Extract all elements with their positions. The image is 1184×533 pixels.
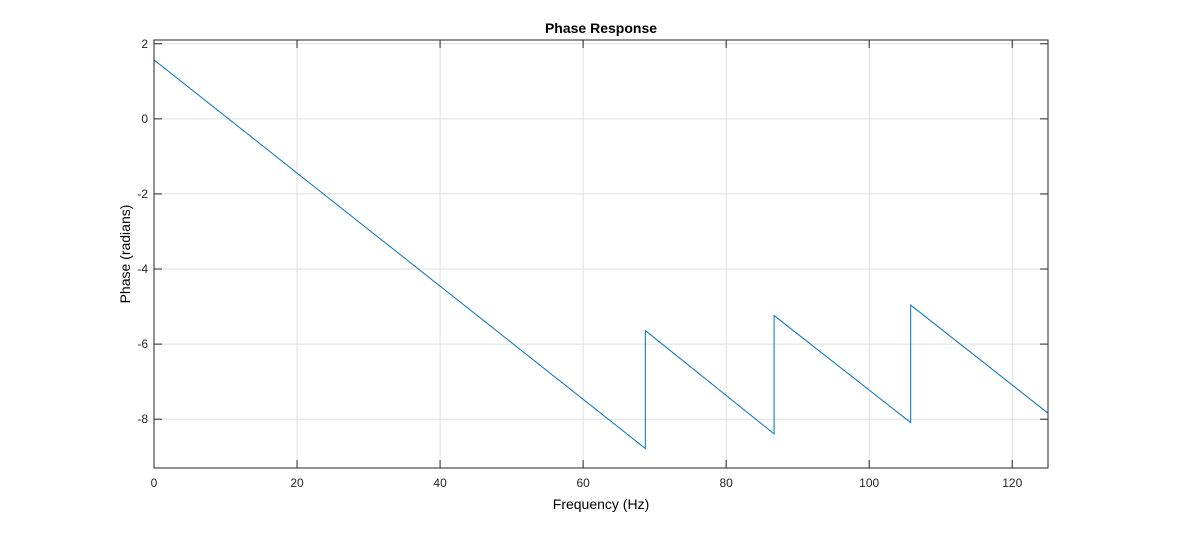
y-tick-labels: 2 0 -2 -4 -6 -8 (137, 37, 148, 426)
x-tick-labels: 0 20 40 60 80 100 120 (151, 476, 1023, 490)
chart-title: Phase Response (545, 20, 657, 36)
grid-lines (153, 40, 1048, 468)
x-axis-label: Frequency (Hz) (553, 496, 649, 512)
x-tick-label: 60 (576, 476, 590, 490)
axes-box (153, 39, 1049, 469)
x-tick-label: 20 (290, 476, 304, 490)
y-tick-label: -4 (137, 262, 148, 276)
y-tick-label: -2 (137, 187, 148, 201)
x-tick-label: 120 (1002, 476, 1022, 490)
x-tick-label: 0 (151, 476, 158, 490)
series-line (153, 59, 1049, 450)
x-tick-label: 80 (719, 476, 733, 490)
y-tick-label: 0 (141, 112, 148, 126)
x-tick-label: 100 (859, 476, 879, 490)
y-tick-label: 2 (141, 37, 148, 51)
y-tick-label: -6 (137, 337, 148, 351)
axes-background (154, 40, 1048, 468)
data-series (153, 59, 1049, 450)
x-tick-label: 40 (433, 476, 447, 490)
y-axis-label: Phase (radians) (117, 205, 133, 304)
y-tick-label: -8 (137, 412, 148, 426)
tick-marks (153, 40, 1048, 468)
